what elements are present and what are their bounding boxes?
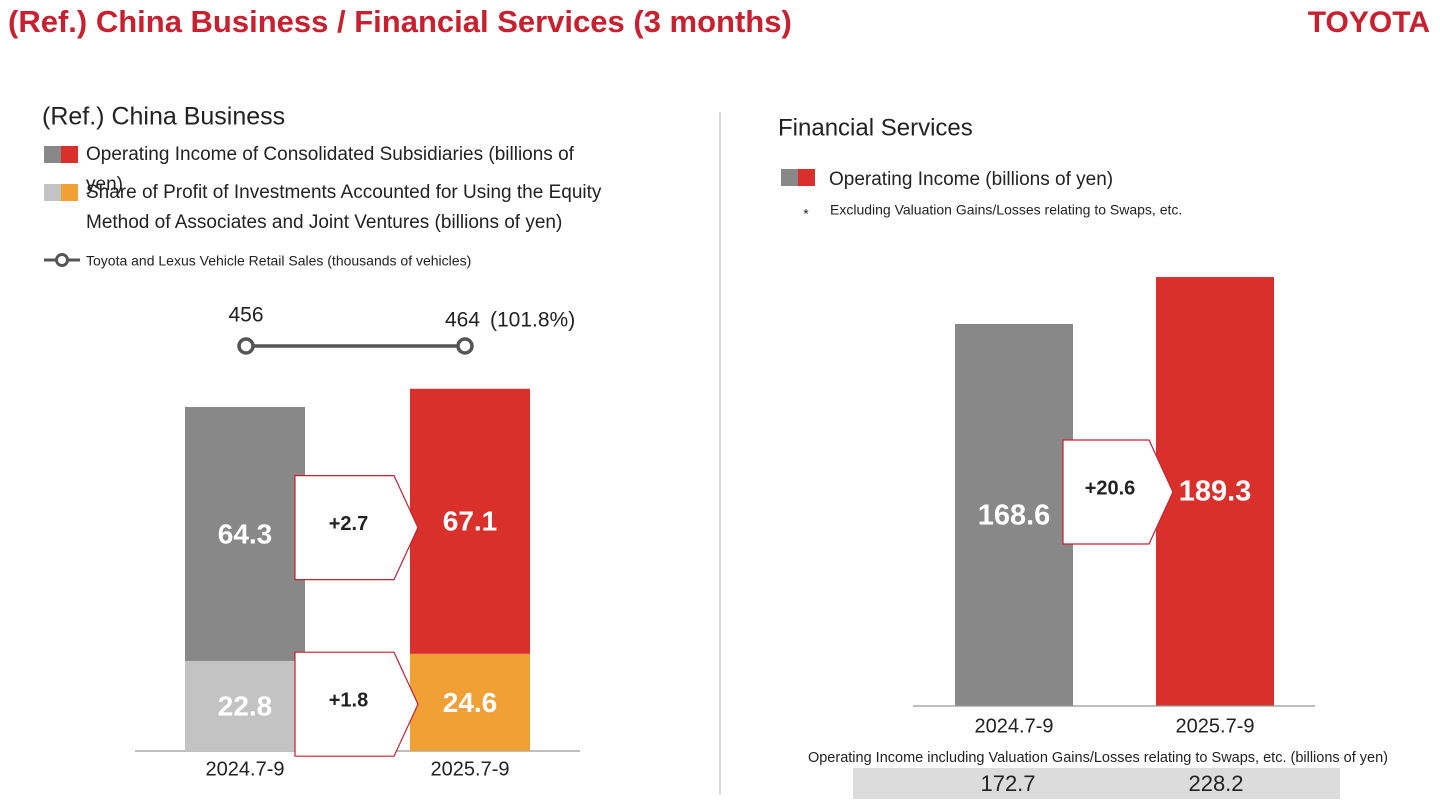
change-callout: [1062, 439, 1174, 545]
footer-row: [853, 768, 1340, 799]
bar-segment: [185, 660, 305, 751]
footer-label: Operating Income including Valuation Gai…: [808, 750, 1388, 766]
value-label: 189.3: [1179, 476, 1252, 508]
retail-label: 464: [445, 309, 480, 332]
retail-marker: [237, 337, 255, 355]
retail-marker: [456, 337, 474, 355]
text-line: Share of Profit of Investments Accounted…: [86, 182, 602, 203]
bar: [955, 323, 1073, 706]
footer-value: 228.2: [1188, 771, 1243, 796]
legend-label: Operating Income of Consolidated Subsidi…: [86, 144, 575, 195]
x-tick-label: 2025.7-9: [1176, 715, 1255, 737]
x-tick-label: 2025.7-9: [431, 758, 510, 780]
logo: TOYOTA: [1308, 6, 1430, 39]
x-tick-label: 2024.7-9: [206, 758, 285, 780]
bar-segment: [410, 388, 530, 654]
legend-swatch: [61, 146, 78, 163]
legend-label: Share of Profit of Investments Accounted…: [86, 182, 602, 233]
note: Excluding Valuation Gains/Losses relatin…: [830, 202, 1182, 218]
retail-ratio: (101.8%): [490, 309, 575, 332]
change-callout: [294, 651, 419, 757]
retail-label: 456: [228, 304, 263, 327]
slide-title: (Ref.) China Business / Financial Servic…: [8, 4, 792, 39]
change-label: +20.6: [1085, 477, 1136, 499]
bar: [1156, 277, 1274, 706]
legend-swatch: [781, 169, 798, 186]
value-label: 168.6: [978, 500, 1051, 532]
legend-marker: [55, 253, 69, 267]
text-line: Method of Associates and Joint Ventures …: [86, 212, 562, 233]
footer-value: 172.7: [980, 771, 1035, 796]
change-label: +2.7: [329, 513, 368, 535]
legend-swatch: [61, 184, 78, 201]
bar-segment: [185, 406, 305, 661]
x-tick-label: 2024.7-9: [975, 715, 1054, 737]
change-label: +1.8: [329, 689, 368, 711]
legend-label: Operating Income (billions of yen): [829, 169, 1113, 190]
legend-swatch: [44, 146, 61, 163]
value-label: 67.1: [443, 506, 498, 537]
legend-label: Toyota and Lexus Vehicle Retail Sales (t…: [86, 253, 471, 269]
legend-swatch: [798, 169, 815, 186]
text-line: yen): [86, 174, 123, 195]
bar-segment: [410, 653, 530, 751]
text-line: Operating Income of Consolidated Subsidi…: [86, 144, 575, 165]
chart-title: Financial Services: [778, 114, 973, 141]
value-label: 64.3: [218, 518, 273, 549]
chart-title: (Ref.) China Business: [42, 103, 285, 131]
value-label: 24.6: [443, 687, 498, 718]
change-callout: [294, 475, 419, 581]
legend-swatch: [44, 184, 61, 201]
note-marker: *: [803, 206, 809, 222]
value-label: 22.8: [218, 690, 273, 721]
